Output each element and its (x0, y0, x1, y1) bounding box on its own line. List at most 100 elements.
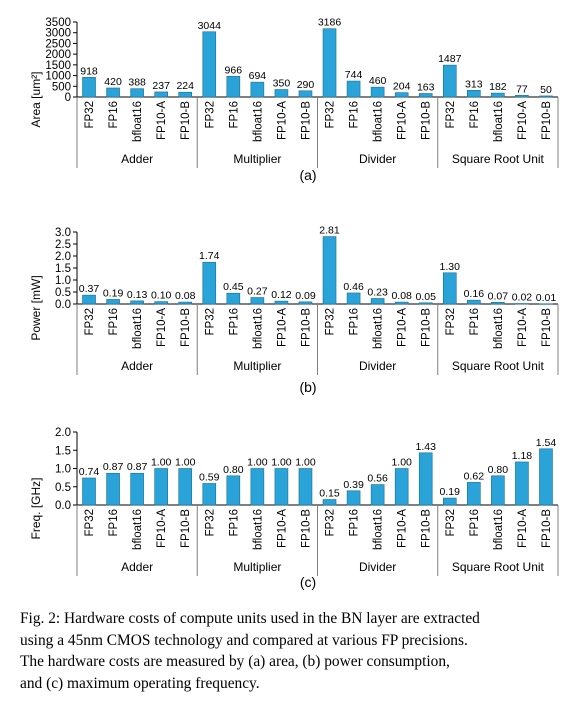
category-label: FP16 (469, 101, 481, 129)
bar (274, 89, 289, 98)
figure-caption: Fig. 2: Hardware costs of compute units … (20, 608, 576, 694)
y-tick-label: 3.0 (55, 227, 71, 239)
category-label: FP10-B (541, 509, 553, 548)
category-label: FP32 (84, 101, 96, 129)
category-label: bfloat16 (493, 101, 505, 142)
data-label: 224 (176, 80, 194, 92)
caption-line-1: Fig. 2: Hardware costs of compute units … (20, 610, 480, 627)
y-tick-label: 0.5 (55, 482, 71, 494)
category-label: FP10-A (276, 101, 288, 140)
bar (106, 472, 120, 506)
bar (226, 475, 241, 506)
bar (298, 468, 313, 506)
bar (539, 303, 553, 305)
category-label: FP32 (204, 101, 216, 129)
bar (178, 468, 193, 506)
category-label: bfloat16 (493, 308, 505, 349)
category-label: FP32 (84, 509, 96, 537)
bar (250, 468, 265, 506)
category-label: bfloat16 (373, 509, 385, 550)
category-label: FP32 (445, 509, 457, 537)
category-label: FP10-A (156, 308, 168, 347)
data-label: 290 (297, 79, 315, 91)
y-tick-label: 1.5 (55, 263, 71, 275)
bar (154, 301, 168, 305)
data-label: 0.80 (223, 464, 244, 476)
data-label: 0.23 (367, 286, 388, 298)
category-label: FP10-B (541, 308, 553, 347)
data-label: 1.00 (175, 457, 196, 469)
data-label: 0.56 (367, 473, 388, 485)
category-label: bfloat16 (252, 509, 264, 550)
category-label: FP32 (325, 101, 337, 129)
category-label: FP10-A (517, 308, 529, 347)
category-label: FP16 (228, 308, 240, 336)
data-label: 1.43 (416, 441, 437, 453)
y-tick-label: 3000 (45, 28, 71, 40)
category-label: FP10-A (517, 101, 529, 140)
bar (442, 497, 457, 506)
y-tick-label: 500 (52, 81, 71, 93)
bar (418, 93, 433, 98)
data-label: 350 (273, 78, 291, 90)
data-label: 1.00 (271, 457, 292, 469)
category-label: FP10-B (421, 308, 433, 347)
data-label: 0.01 (536, 292, 557, 304)
data-label: 1.00 (295, 457, 316, 469)
y-tick-label: 1.5 (55, 445, 71, 457)
category-label: FP32 (445, 101, 457, 129)
data-label: 0.37 (79, 283, 100, 295)
bar (491, 302, 505, 305)
caption-line-2: using a 45nm CMOS technology and compare… (20, 631, 468, 649)
bar (346, 292, 361, 305)
data-label: 0.39 (343, 479, 364, 491)
data-label: 0.19 (103, 287, 124, 299)
bar (82, 77, 96, 98)
category-label: FP16 (108, 101, 120, 129)
data-label: 388 (128, 77, 146, 89)
bar (394, 468, 409, 506)
data-label: 0.74 (79, 466, 100, 478)
bar (322, 28, 337, 98)
bar (515, 303, 529, 305)
category-label: FP16 (228, 509, 240, 537)
group-label: Multiplier (233, 359, 281, 373)
y-tick-label: 0.5 (55, 287, 71, 299)
data-label: 3186 (318, 17, 342, 29)
bar (491, 475, 505, 506)
bar (539, 95, 553, 98)
data-label: 0.05 (416, 291, 437, 303)
category-label: FP10-A (156, 101, 168, 140)
data-label: 0.02 (512, 292, 533, 304)
group-label: Square Root Unit (452, 560, 545, 574)
data-label: 0.59 (199, 471, 220, 483)
bar (274, 468, 289, 506)
data-label: 744 (345, 69, 363, 81)
caption-line-3: The hardware costs are measured by (a) a… (20, 653, 450, 670)
bar (346, 80, 361, 98)
category-label: FP10-A (397, 509, 409, 548)
category-label: FP10-B (180, 509, 192, 548)
bar (298, 90, 313, 98)
y-tick-label: 0.0 (55, 500, 71, 512)
group-label: Divider (359, 560, 396, 574)
data-label: 1.30 (440, 261, 461, 273)
category-label: FP10-A (276, 509, 288, 548)
y-axis-title: Freq. [GHz] (29, 477, 43, 539)
bar (467, 482, 481, 506)
data-label: 0.16 (464, 288, 485, 300)
data-label: 0.27 (247, 286, 268, 298)
data-label: 0.09 (295, 290, 316, 302)
bar (202, 31, 217, 98)
data-label: 0.87 (103, 461, 124, 473)
bar (154, 468, 168, 506)
data-label: 2.81 (319, 225, 340, 237)
category-label: FP16 (349, 509, 361, 537)
data-label: 0.87 (127, 461, 148, 473)
bar (82, 477, 96, 506)
category-label: FP10-A (397, 308, 409, 347)
category-label: FP10-B (541, 101, 553, 140)
category-label: FP10-B (421, 101, 433, 140)
bar (106, 87, 120, 98)
